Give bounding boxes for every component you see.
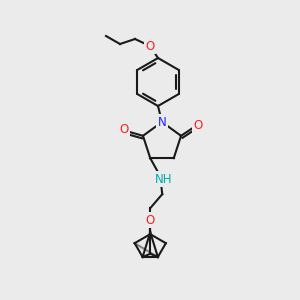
Text: O: O [146,214,155,227]
Text: O: O [119,123,129,136]
Text: N: N [158,116,166,128]
Text: O: O [146,40,154,52]
Text: NH: NH [154,173,172,186]
Text: O: O [194,119,202,132]
